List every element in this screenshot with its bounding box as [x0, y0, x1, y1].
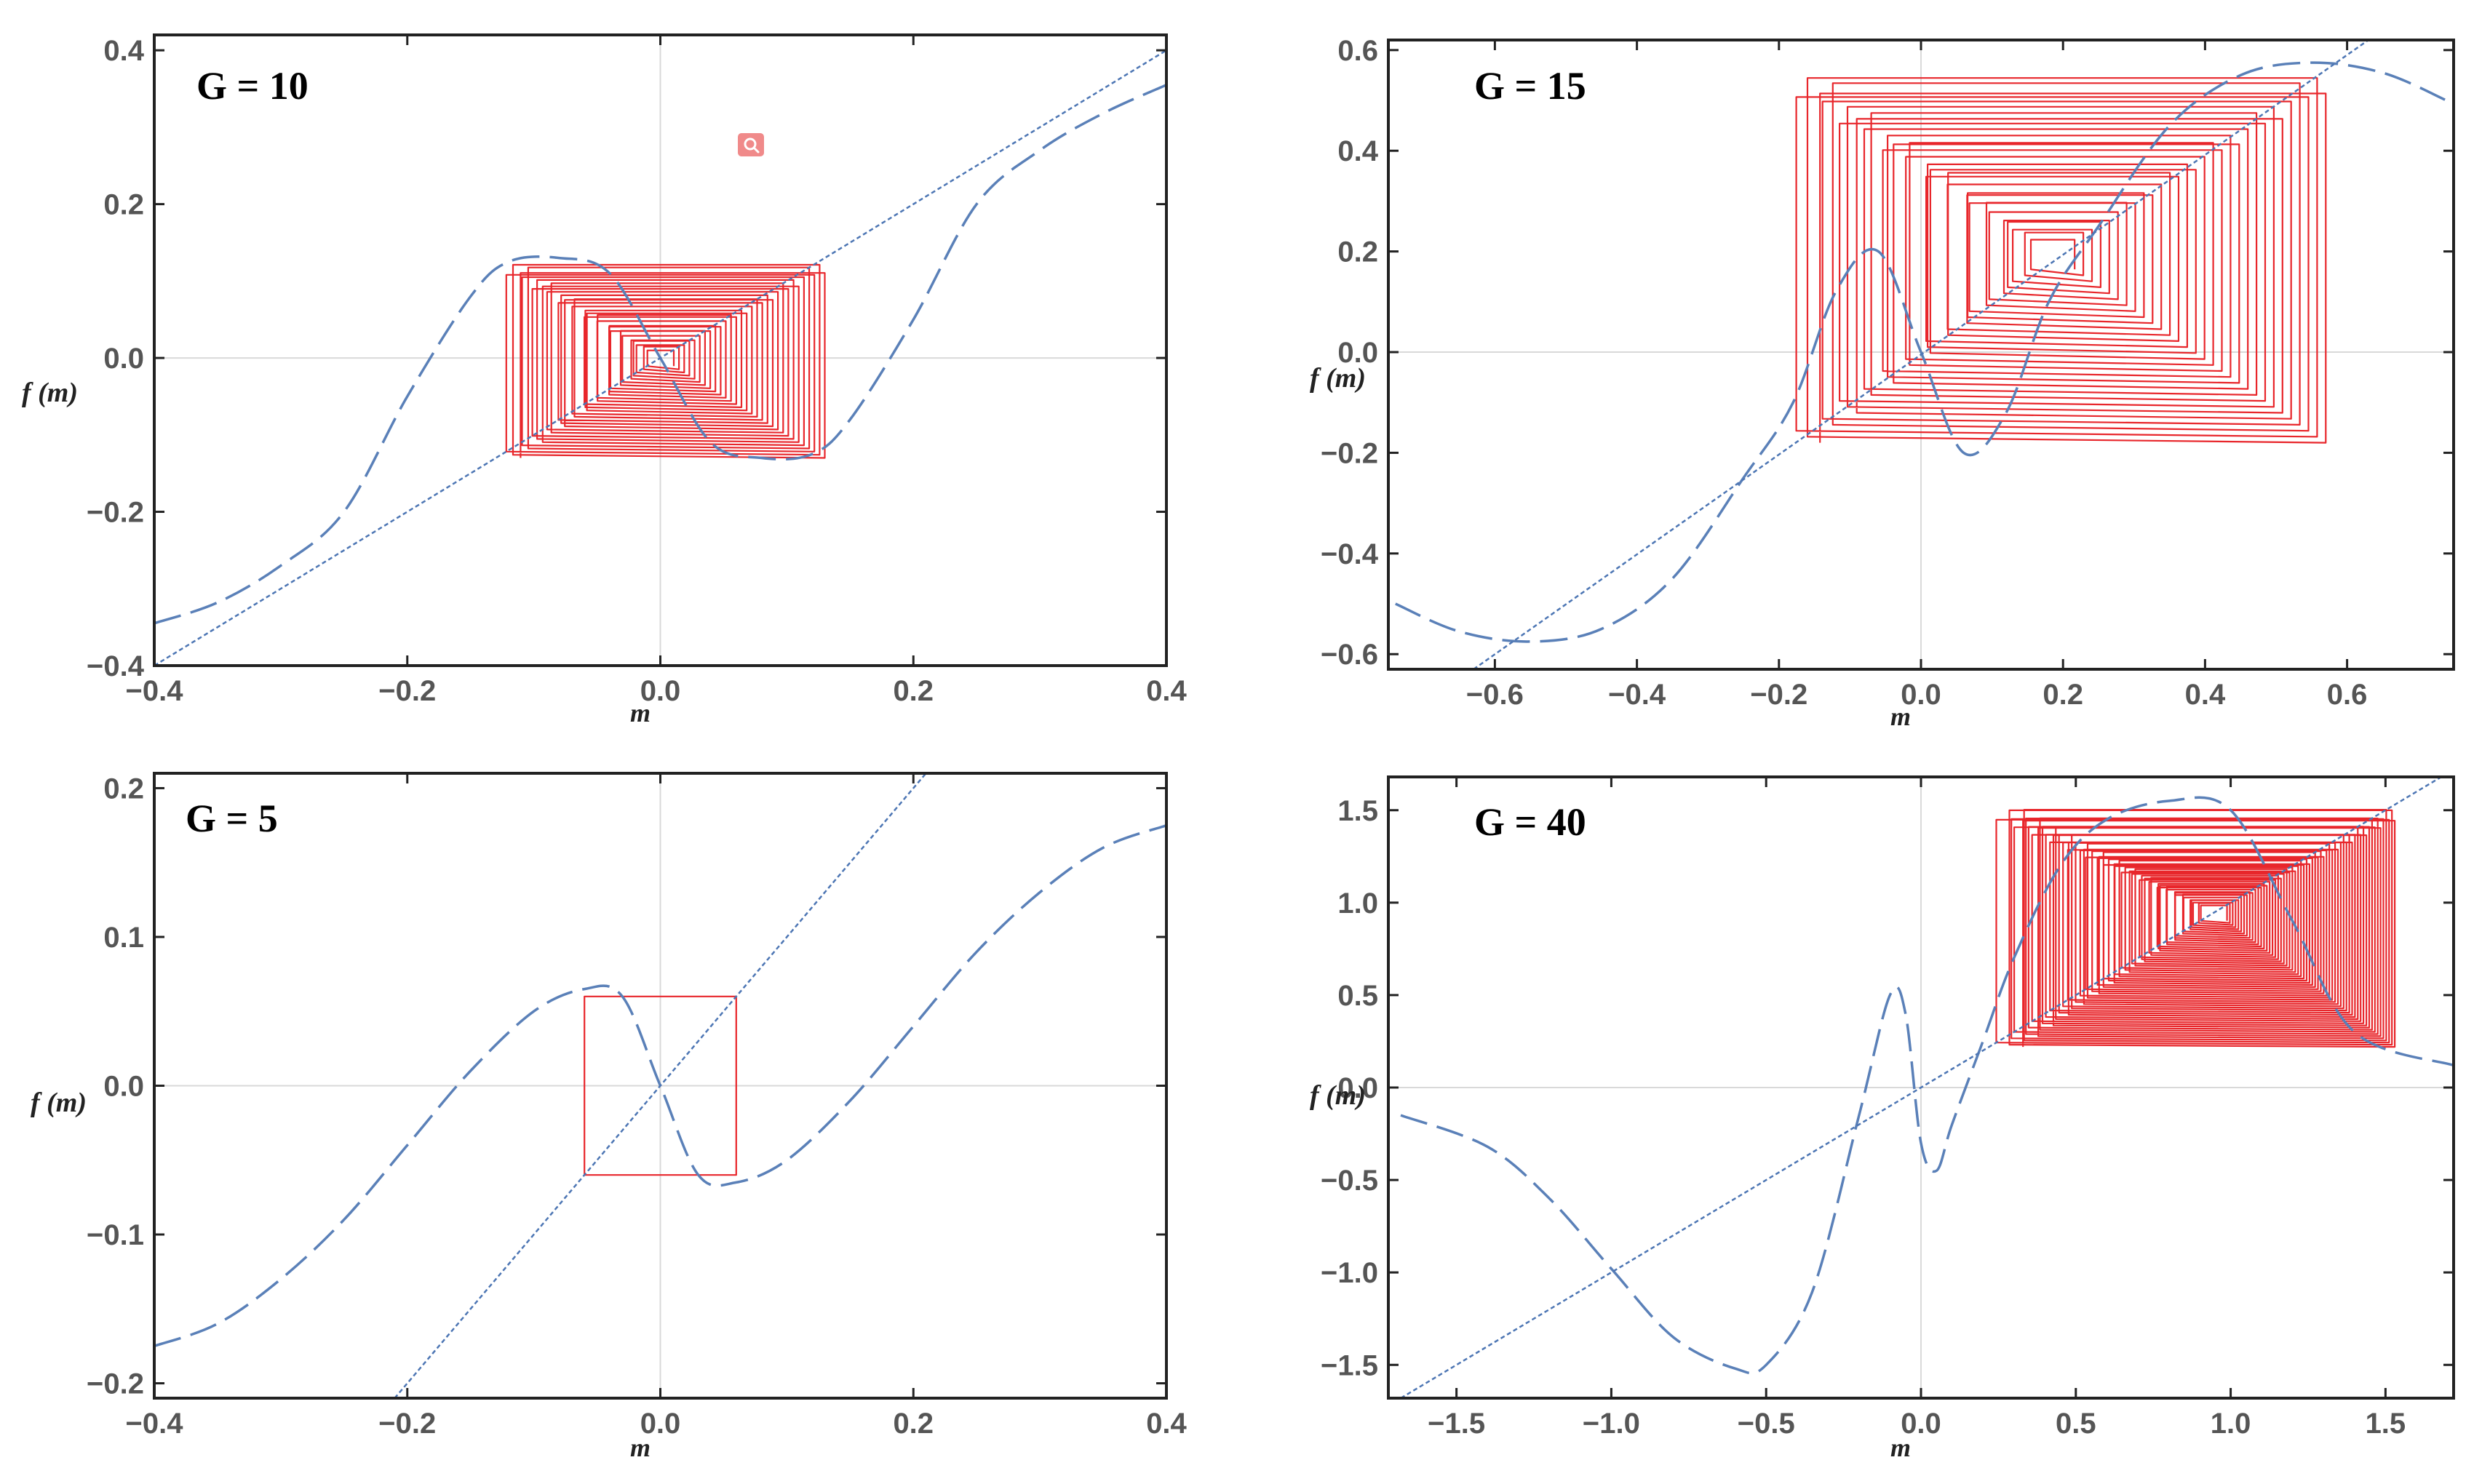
x-axis-label: m	[630, 698, 651, 727]
x-tick-label: 1.5	[2366, 1408, 2406, 1440]
x-tick-label: −0.6	[1466, 679, 1524, 711]
y-axis-label: f (m)	[1310, 1080, 1366, 1111]
x-tick-label: 0.4	[1146, 675, 1187, 707]
y-axis-label: f (m)	[31, 1088, 87, 1118]
x-tick-label: 0.2	[893, 675, 934, 707]
x-tick-label: 0.0	[640, 675, 681, 707]
y-tick-label: −1.5	[1321, 1349, 1378, 1381]
y-tick-label: 1.5	[1337, 795, 1378, 827]
y-tick-label: 1.0	[1337, 887, 1378, 919]
plot-area	[1399, 777, 2454, 1398]
x-tick-label: −0.2	[1750, 679, 1807, 711]
x-axis-label: m	[630, 1433, 651, 1462]
y-tick-label: 0.4	[103, 35, 144, 67]
y-tick-label: 0.1	[103, 922, 144, 954]
x-axis-label: m	[1890, 1433, 1911, 1462]
x-tick-label: 0.4	[1146, 1408, 1187, 1440]
y-tick-label: −0.2	[87, 497, 144, 529]
y-axis-label: f (m)	[22, 378, 78, 408]
y-tick-label: −1.0	[1321, 1257, 1378, 1289]
panel-title: G = 40	[1474, 800, 1586, 844]
cobweb-iterations	[1795, 77, 2327, 444]
x-tick-label: −0.4	[126, 675, 184, 707]
magnifier-badge-bg	[738, 133, 764, 156]
y-tick-label: 0.6	[1337, 35, 1378, 67]
x-tick-label: −0.2	[378, 675, 436, 707]
panel-g10: −0.4 −0.2 0.0 0.2 0.4 −0.4 −0.2 0.0 0.2 0.4 G = 10…	[22, 33, 1188, 727]
y-tick-label: −0.4	[87, 650, 145, 682]
cobweb-iterations	[1995, 809, 2396, 1048]
x-tick-label: −0.4	[1608, 679, 1666, 711]
magnifier-icon	[744, 137, 760, 153]
x-tick-label: 0.6	[2327, 679, 2368, 711]
x-tick-label: −1.0	[1583, 1408, 1640, 1440]
panel-g15: −0.6 −0.4 −0.2 0.0 0.2 0.4 0.6 −0.6 −0.4 −0.2 0.0 0…	[1310, 35, 2455, 731]
identity-line	[1399, 777, 2443, 1398]
panel-title: G = 5	[186, 797, 278, 840]
y-tick-label: 0.0	[1337, 1072, 1378, 1104]
panel-title: G = 15	[1474, 64, 1586, 108]
cobweb-iterations	[505, 263, 826, 459]
y-tick-label: −0.2	[1321, 437, 1378, 469]
identity-line	[1473, 40, 2369, 669]
y-tick-label: −0.5	[1321, 1165, 1378, 1197]
y-tick-label: −0.6	[1321, 639, 1378, 671]
magnifier-badge[interactable]	[738, 133, 764, 156]
x-tick-label: 0.2	[2043, 679, 2083, 711]
y-tick-label: 0.2	[103, 773, 144, 805]
identity-line	[154, 49, 1166, 666]
x-tick-label: −0.2	[378, 1408, 436, 1440]
y-tick-label: 0.2	[1337, 236, 1378, 268]
plot-area	[154, 49, 1166, 666]
x-tick-label: 0.5	[2056, 1408, 2096, 1440]
y-tick-label: −0.2	[87, 1368, 144, 1400]
x-tick-label: 0.0	[1901, 1408, 1941, 1440]
y-tick-label: −0.4	[1321, 538, 1379, 570]
identity-line	[394, 773, 927, 1398]
y-tick-label: 0.0	[1337, 337, 1378, 369]
y-tick-label: 0.0	[103, 1071, 144, 1103]
x-tick-label: −0.5	[1738, 1408, 1795, 1440]
y-tick-label: 0.4	[1337, 135, 1378, 167]
y-tick-label: 0.2	[103, 189, 144, 221]
map-curve-f	[1395, 61, 2447, 643]
panel-title: G = 10	[196, 64, 309, 108]
x-tick-label: −0.4	[126, 1408, 184, 1440]
x-tick-label: 0.4	[2185, 679, 2226, 711]
plot-area	[1395, 40, 2447, 669]
x-tick-label: 0.0	[1901, 679, 1941, 711]
x-axis-label: m	[1890, 702, 1911, 731]
map-curve-f	[154, 823, 1166, 1348]
x-tick-label: 1.0	[2211, 1408, 2251, 1440]
plot-area	[154, 773, 1166, 1398]
y-axis-label: f (m)	[1310, 363, 1366, 394]
x-tick-label: 0.0	[640, 1408, 681, 1440]
y-tick-label: 0.5	[1337, 980, 1378, 1012]
x-tick-label: −1.5	[1428, 1408, 1485, 1440]
map-curve-f	[1400, 796, 2454, 1375]
y-tick-label: −0.1	[87, 1219, 144, 1251]
panel-g5: −0.4 −0.2 0.0 0.2 0.4 −0.2 −0.1 0.0 0.1 0.2 G = 5 f…	[31, 772, 1188, 1462]
x-tick-label: 0.2	[893, 1408, 934, 1440]
y-tick-label: 0.0	[103, 343, 144, 375]
panel-g40: −1.5 −1.0 −0.5 0.0 0.5 1.0 1.5 −1.5 −1.0 −0.5 0.0 0…	[1310, 775, 2455, 1462]
